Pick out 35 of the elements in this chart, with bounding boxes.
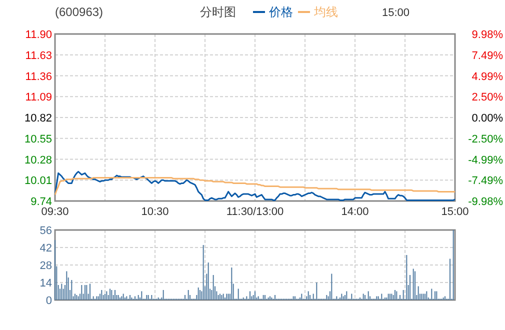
y-tick-label: 10.01 [24,175,52,188]
y-tick-label: 14 [40,278,52,290]
chart-subtitle: 分时图 [200,5,236,19]
y-tick-label: 9.74 [30,196,52,208]
chart-title: (600963) [55,5,104,19]
y2-tick-label: 2.50% [472,92,504,104]
y-tick-label: 11.36 [25,70,52,83]
x-tick-label: 15:00 [441,206,469,218]
y2-tick-label: 4.99% [472,70,504,83]
line-series [54,177,456,196]
y2-tick-label: -7.49% [468,175,504,188]
y-tick-label: 11.09 [25,92,52,104]
y-tick-label: 42 [40,242,52,254]
legend-label: 价格 [268,5,293,19]
y-tick-label: 10.28 [24,154,52,166]
y-tick-label: 11.63 [25,50,52,62]
text: 15:00 [382,7,410,19]
y2-tick-label: -2.50% [468,133,504,146]
y-tick-label: 0 [46,295,52,307]
y-tick-label: 11.90 [25,29,52,41]
y2-tick-label: 7.49% [472,50,504,62]
x-tick-label: 09:30 [41,206,69,218]
legend-label: 均线 [313,5,338,19]
y-tick-label: 28 [40,260,52,272]
y2-tick-label: 0.00% [472,112,504,124]
y-tick-label: 56 [40,225,52,237]
x-tick-label: 14:00 [341,206,369,218]
x-tick-label: 10:30 [141,206,169,218]
x-tick-label: 11:30/13:00 [226,206,284,218]
y-tick-label: 10.55 [24,133,52,146]
line-series [54,170,456,201]
y2-tick-label: -9.98% [468,196,504,208]
y-tick-label: 10.82 [24,112,52,124]
y2-tick-label: -4.99% [468,154,504,166]
y2-tick-label: 9.98% [472,29,504,41]
